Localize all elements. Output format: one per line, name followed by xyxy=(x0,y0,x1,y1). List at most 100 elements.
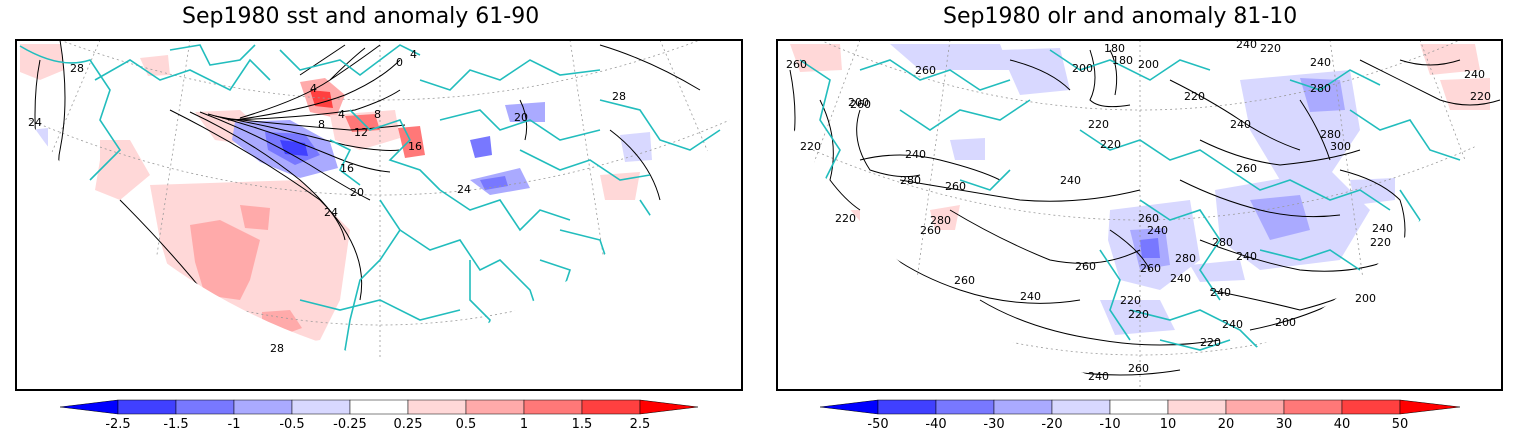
right-contour-label: 260 xyxy=(945,180,966,193)
right-colorbar-tick: -40 xyxy=(925,417,946,430)
right-contour-label: 280 xyxy=(930,214,951,227)
right-contour-label: 200 xyxy=(1275,316,1296,329)
left-contour-label: 8 xyxy=(374,108,381,121)
right-contour-label: 220 xyxy=(1470,90,1491,103)
right-contour-label: 200 xyxy=(1138,58,1159,71)
right-contour-label: 240 xyxy=(1147,224,1168,237)
left-contour-label: 0 xyxy=(396,56,403,69)
right-contour-label: 200 xyxy=(848,96,869,109)
left-contour-label: 20 xyxy=(350,186,364,199)
left-contour-label: 16 xyxy=(340,162,354,175)
left-colorbar-tick: -1.5 xyxy=(163,417,188,430)
right-contour-label: 260 xyxy=(1075,260,1096,273)
right-contour-label: 280 xyxy=(1212,236,1233,249)
right-contour-label: 240 xyxy=(1310,56,1331,69)
left-colorbar-tick: 0.25 xyxy=(394,417,423,430)
right-colorbar-tick: 40 xyxy=(1334,417,1351,430)
right-contour-label: 180 xyxy=(1112,54,1133,67)
right-contour-label: 240 xyxy=(1060,174,1081,187)
right-contour-label: 240 xyxy=(1210,286,1231,299)
left-colorbar-tick: 1.5 xyxy=(572,417,593,430)
right-contour-label: 200 xyxy=(1072,62,1093,75)
right-contour-label: 220 xyxy=(1100,138,1121,151)
left-panel-title: Sep1980 sst and anomaly 61-90 xyxy=(182,4,540,29)
right-contour-label: 300 xyxy=(1330,140,1351,153)
left-contour-label: 12 xyxy=(354,126,368,139)
right-contour-label: 220 xyxy=(1088,118,1109,131)
left-colorbar-tick: 2.5 xyxy=(630,417,651,430)
left-colorbar-tick: -0.5 xyxy=(279,417,304,430)
left-colorbar-tick: 0.5 xyxy=(456,417,477,430)
right-map-frame xyxy=(776,39,1503,391)
right-contour-label: 240 xyxy=(1088,370,1109,383)
left-colorbar-tick: 1 xyxy=(520,417,528,430)
left-contour-label: 8 xyxy=(318,118,325,131)
right-contour-label: 240 xyxy=(905,148,926,161)
right-contour-label: 220 xyxy=(1128,308,1149,321)
right-contour-label: 280 xyxy=(900,174,921,187)
left-contour-label: 24 xyxy=(457,183,471,196)
right-colorbar-tick: -50 xyxy=(867,417,888,430)
left-contour-label: 24 xyxy=(324,206,338,219)
right-contour-label: 260 xyxy=(1128,362,1149,375)
right-contour-label: 260 xyxy=(1236,162,1257,175)
right-panel-title: Sep1980 olr and anomaly 81-10 xyxy=(943,4,1298,29)
right-contour-label: 240 xyxy=(1372,222,1393,235)
left-contour-label: 24 xyxy=(28,116,42,129)
right-contour-label: 220 xyxy=(835,212,856,225)
right-colorbar: -50 -40 -30 -20 -10 10 20 30 40 50 xyxy=(819,399,1461,430)
right-contour-label: 240 xyxy=(1230,118,1251,131)
right-contour-label: 260 xyxy=(920,224,941,237)
right-contour-label: 220 xyxy=(1260,42,1281,55)
right-contour-label: 200 xyxy=(1355,292,1376,305)
right-contour-label: 260 xyxy=(850,98,871,111)
right-contour-label: 260 xyxy=(915,64,936,77)
right-contour-label: 260 xyxy=(954,274,975,287)
left-sst-contours xyxy=(34,40,701,353)
right-contour-label: 240 xyxy=(1236,250,1257,263)
right-colorbar-tick: 20 xyxy=(1218,417,1235,430)
right-contour-label: 260 xyxy=(1140,262,1161,275)
left-map: 28 24 4 0 4 4 8 8 12 16 16 20 24 20 24 2… xyxy=(15,39,743,391)
right-contour-label: 240 xyxy=(1222,318,1243,331)
left-anomaly-shading xyxy=(20,44,705,360)
right-contour-label: 280 xyxy=(1175,252,1196,265)
left-contour-label: 28 xyxy=(270,342,284,355)
right-colorbar-tick: 30 xyxy=(1276,417,1293,430)
right-colorbar-tick: 50 xyxy=(1392,417,1409,430)
right-map: 260 260 200 180 200 180 200 240 220 220 … xyxy=(776,38,1503,391)
right-contour-label: 240 xyxy=(1020,290,1041,303)
left-map-frame xyxy=(15,39,743,391)
left-contour-label: 4 xyxy=(338,108,345,121)
right-contour-label: 280 xyxy=(1310,82,1331,95)
right-contour-label: 220 xyxy=(1200,336,1221,349)
left-contour-label: 28 xyxy=(612,90,626,103)
left-colorbar-tick: -2.5 xyxy=(105,417,130,430)
right-anomaly-shading xyxy=(790,44,1490,335)
left-coastlines xyxy=(19,44,721,360)
left-contour-label: 4 xyxy=(310,82,317,95)
left-contour-labels: 28 24 4 0 4 4 8 8 12 16 16 20 24 20 24 2… xyxy=(28,48,626,355)
right-contour-label: 240 xyxy=(1170,272,1191,285)
right-contour-label: 240 xyxy=(1236,38,1257,51)
right-colorbar-tick: -10 xyxy=(1099,417,1120,430)
right-colorbar-tick: -20 xyxy=(1041,417,1062,430)
right-contour-label: 220 xyxy=(1120,294,1141,307)
right-contour-label: 260 xyxy=(786,58,807,71)
left-colorbar-tick: -1 xyxy=(228,417,241,430)
right-coastlines xyxy=(799,49,1461,351)
right-contour-label: 220 xyxy=(800,140,821,153)
right-contour-label: 240 xyxy=(1464,68,1485,81)
right-colorbar-tick: -30 xyxy=(983,417,1004,430)
right-contour-label: 280 xyxy=(1320,128,1341,141)
right-colorbar-tick: 10 xyxy=(1160,417,1177,430)
left-colorbar: -2.5 -1.5 -1 -0.5 -0.25 0.25 0.5 1 1.5 2… xyxy=(59,399,699,430)
right-contour-label: 220 xyxy=(1184,90,1205,103)
right-contour-labels: 260 260 200 180 200 180 200 240 220 220 … xyxy=(786,38,1491,383)
left-contour-label: 28 xyxy=(70,62,84,75)
left-contour-label: 20 xyxy=(514,111,528,124)
right-contour-label: 260 xyxy=(1138,212,1159,225)
right-contour-label: 180 xyxy=(1104,42,1125,55)
left-colorbar-tick: -0.25 xyxy=(333,417,367,430)
